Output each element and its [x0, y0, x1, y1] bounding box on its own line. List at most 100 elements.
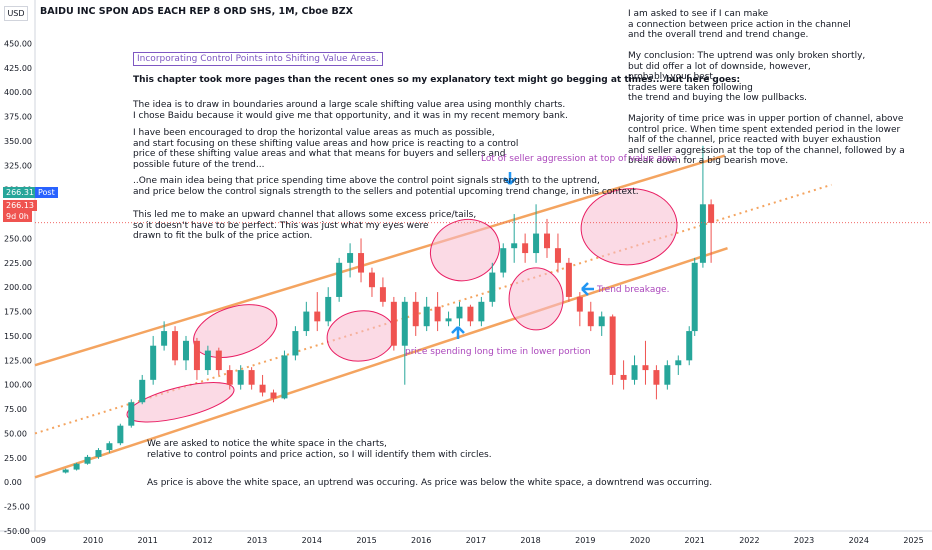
candle-body	[270, 392, 277, 399]
arrow-up-icon	[451, 326, 465, 339]
white-space-ellipse[interactable]	[324, 307, 398, 365]
candle-body	[139, 379, 146, 403]
y-tick-label: 150.00	[4, 332, 32, 341]
heading-box: Incorporating Control Points into Shifti…	[133, 52, 383, 66]
candle-body	[478, 301, 485, 322]
paragraph-3: ..One main idea being that price spendin…	[133, 176, 639, 197]
symbol-title: BAIDU INC SPON ADS EACH REP 8 ORD SHS, 1…	[40, 6, 354, 17]
y-tick-label: 250.00	[4, 234, 32, 243]
post-badge: Post	[35, 187, 58, 198]
intro-line: This chapter took more pages than the re…	[133, 75, 741, 85]
x-tick-label: 2021	[685, 536, 705, 545]
y-tick-label: 75.00	[4, 405, 27, 414]
last-price-tag: 266.31	[3, 187, 37, 198]
annotation-lower-portion: price spending long time in lower portio…	[405, 347, 591, 357]
x-tick-label: 2010	[83, 536, 103, 545]
arrow-left-icon	[581, 282, 594, 296]
y-tick-label: 400.00	[4, 88, 32, 97]
candle-body	[456, 306, 463, 319]
candle-body	[500, 248, 507, 273]
candle-body	[691, 262, 698, 332]
x-tick-label: 2016	[411, 536, 431, 545]
candle-body	[281, 355, 288, 399]
x-tick-label: 2015	[356, 536, 376, 545]
candle-body	[609, 316, 616, 375]
candle-body	[248, 370, 255, 385]
candle-body	[325, 296, 332, 322]
y-tick-label: 325.00	[4, 161, 32, 170]
paragraph-4: This led me to make an upward channel th…	[133, 210, 477, 241]
candle-body	[544, 233, 551, 249]
candle-body	[347, 253, 354, 263]
white-space-ellipse[interactable]	[124, 374, 238, 430]
y-tick-label: 375.00	[4, 113, 32, 122]
candle-body	[699, 204, 706, 263]
y-tick-label: 50.00	[4, 429, 27, 438]
candle-body	[598, 316, 605, 327]
y-tick-label: 450.00	[4, 39, 32, 48]
candle-body	[150, 345, 157, 380]
arrow-down-icon	[503, 172, 517, 185]
x-tick-label: 2022	[739, 536, 759, 545]
candle-body	[95, 450, 102, 457]
white-space-ellipse[interactable]	[578, 185, 680, 269]
y-tick-label: 425.00	[4, 64, 32, 73]
x-tick-label: 2017	[466, 536, 486, 545]
candle-body	[106, 443, 113, 451]
y-tick-label: 0.00	[4, 478, 22, 487]
candle-body	[587, 311, 594, 327]
y-tick-label: 175.00	[4, 308, 32, 317]
x-tick-label: 2020	[630, 536, 650, 545]
candle-body	[128, 402, 135, 426]
currency-label[interactable]: USD	[4, 6, 28, 21]
candle-body	[237, 370, 244, 385]
candle-body	[708, 204, 715, 223]
candle-body	[259, 384, 266, 393]
y-tick-label: 100.00	[4, 381, 32, 390]
x-tick-label: 2013	[247, 536, 267, 545]
candle-body	[390, 301, 397, 346]
y-tick-label: 225.00	[4, 259, 32, 268]
paragraph-1: The idea is to draw in boundaries around…	[133, 100, 568, 121]
candle-body	[379, 287, 386, 302]
white-space-ellipse[interactable]	[187, 295, 284, 367]
y-tick-label: 200.00	[4, 283, 32, 292]
candle-body	[226, 370, 233, 385]
candle-body	[292, 331, 299, 356]
candle-body	[686, 331, 693, 361]
bottom-text-2: As price is above the white space, an up…	[147, 478, 713, 488]
x-tick-label: 2014	[302, 536, 322, 545]
y-tick-label: 125.00	[4, 356, 32, 365]
right-commentary: I am asked to see if I can make a connec…	[628, 9, 905, 166]
white-space-ellipse[interactable]	[508, 267, 564, 331]
y-tick-label: -50.00	[4, 527, 30, 536]
channel-upper-line[interactable]	[34, 154, 726, 367]
candle-body	[204, 350, 211, 371]
candle-body	[434, 306, 441, 322]
paragraph-2: I have been encouraged to drop the horiz…	[133, 128, 519, 170]
white-space-ellipse[interactable]	[422, 210, 508, 290]
candle-body	[215, 350, 222, 371]
candle-body	[336, 262, 343, 297]
y-tick-label: 25.00	[4, 454, 27, 463]
candle-body	[73, 463, 80, 470]
x-tick-label: 2012	[192, 536, 212, 545]
candle-body	[631, 365, 638, 380]
x-tick-label: 2023	[794, 536, 814, 545]
candle-body	[467, 306, 474, 322]
candle-body	[193, 340, 200, 371]
candle-body	[664, 365, 671, 385]
candle-body	[489, 272, 496, 302]
candle-body	[117, 425, 124, 444]
candle-body	[554, 248, 561, 263]
x-tick-label: 2019	[575, 536, 595, 545]
channel-lower-line[interactable]	[34, 246, 728, 479]
candle-body	[303, 311, 310, 332]
candle-body	[642, 365, 649, 371]
candle-body	[511, 243, 518, 249]
bottom-text-1: We are asked to notice the white space i…	[147, 439, 492, 460]
x-tick-label: 2025	[903, 536, 923, 545]
candle-body	[423, 306, 430, 327]
close-price-tag: 266.13	[3, 200, 37, 211]
